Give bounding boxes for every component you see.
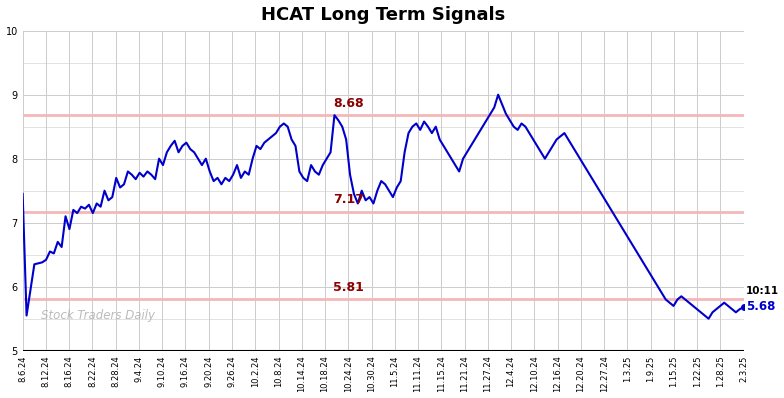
Title: HCAT Long Term Signals: HCAT Long Term Signals	[261, 6, 506, 23]
Text: 5.68: 5.68	[746, 300, 775, 313]
Text: 5.81: 5.81	[333, 281, 364, 294]
Text: 8.68: 8.68	[333, 97, 364, 110]
Text: 10:11: 10:11	[746, 287, 779, 297]
Text: Stock Traders Daily: Stock Traders Daily	[41, 309, 154, 322]
Text: 7.17: 7.17	[332, 193, 364, 207]
